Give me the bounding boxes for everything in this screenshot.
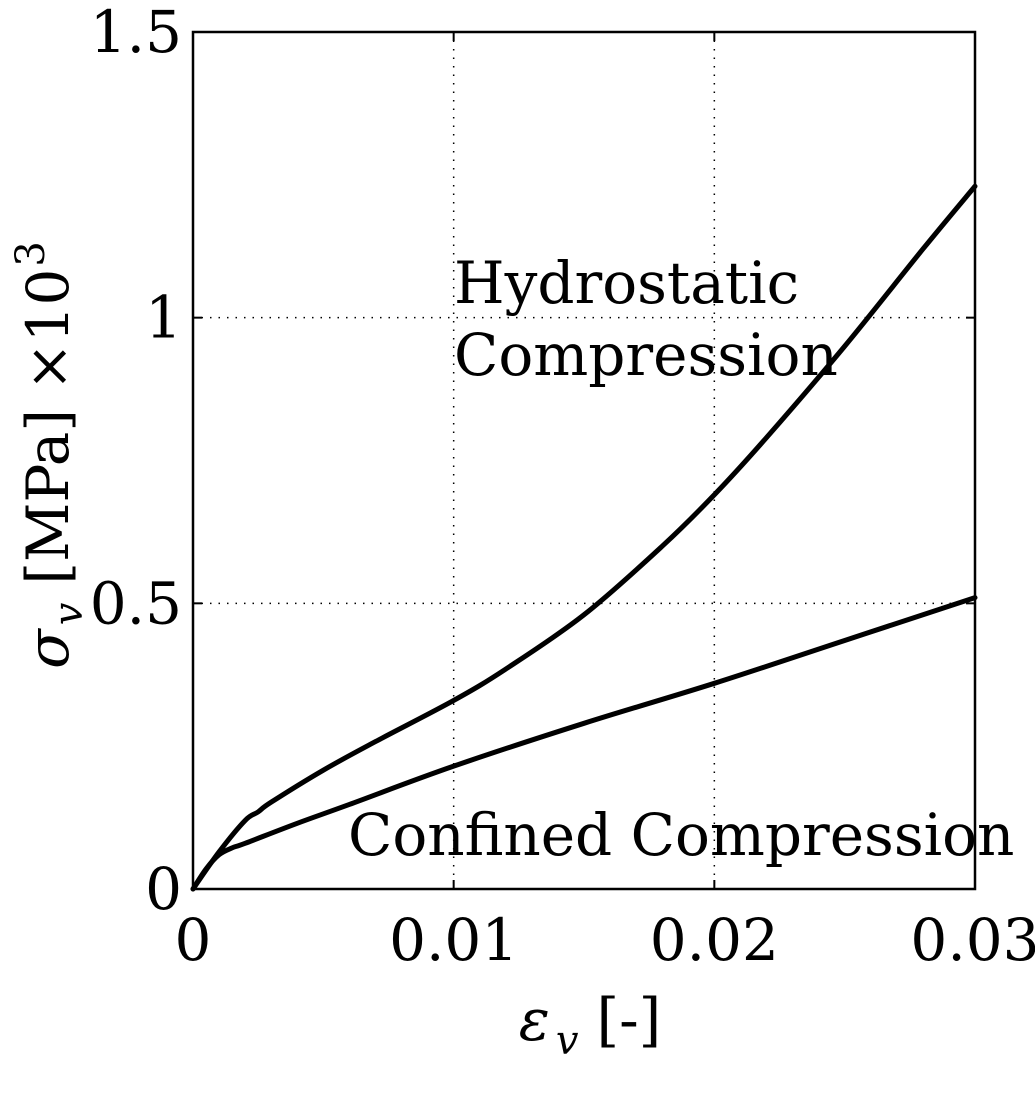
annotation-hydrostatic-line2: Compression [454,321,838,389]
tick-labels: 0 0.01 0.02 0.03 0 0.5 1 1.5 [90,0,1035,974]
y-axis-unit: [MPa] [14,409,82,585]
y-tick-label-2: 1 [145,284,182,352]
y-axis-exponent: 3 [8,241,54,266]
y-axis-symbol: σ [14,628,82,669]
x-tick-label-3: 0.03 [910,906,1035,974]
x-axis-label: ε v [-] [519,986,662,1064]
data-series [190,183,978,892]
y-tick-label-1: 0.5 [90,569,182,637]
x-tick-label-0: 0 [175,906,212,974]
y-axis-label: σv [MPa] ×10 3 [8,241,92,669]
x-tick-label-1: 0.01 [389,906,518,974]
y-axis-subscript: v [46,602,92,625]
series-line-0 [190,183,978,892]
annotation-hydrostatic: Hydrostatic Compression [454,249,838,389]
series-line-1 [190,595,978,892]
tick-marks [192,31,976,890]
annotation-confined: Confined Compression [348,801,1014,869]
x-axis-symbol: ε [519,986,550,1054]
y-tick-label-3: 1.5 [90,0,182,66]
x-tick-label-2: 0.02 [650,906,779,974]
grid-lines [193,32,975,889]
y-tick-label-0: 0 [145,855,182,923]
plot-frame [191,30,977,891]
x-axis-subscript: v [556,1018,579,1064]
y-axis-multiplier: ×10 [14,269,82,391]
annotation-hydrostatic-line1: Hydrostatic [454,249,799,317]
x-axis-unit: [-] [596,986,661,1054]
